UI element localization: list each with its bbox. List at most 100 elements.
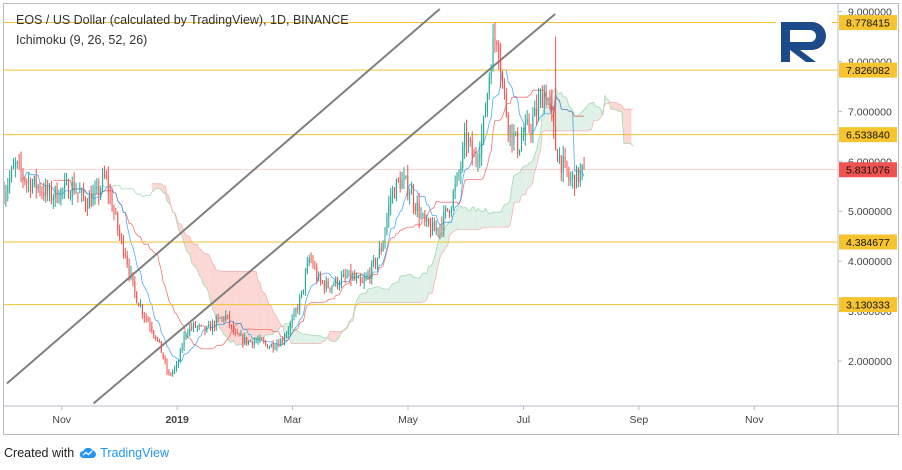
cloud-segment — [318, 335, 321, 344]
candle — [126, 250, 128, 268]
cloud-segment — [458, 205, 461, 230]
candle-body — [30, 180, 32, 192]
cloud-segment — [330, 331, 332, 341]
cloud-segment — [185, 234, 188, 254]
cloud-segment — [273, 312, 276, 335]
candle — [534, 100, 536, 117]
candle — [441, 216, 443, 238]
candle — [339, 280, 341, 291]
candle — [215, 314, 217, 331]
candle-body — [121, 236, 123, 238]
candle — [41, 185, 43, 200]
candle — [73, 172, 75, 196]
candle — [515, 131, 517, 137]
candle-body — [475, 156, 477, 161]
candle — [551, 89, 553, 122]
candle-body — [579, 170, 581, 183]
ichimoku-span-a — [102, 86, 634, 346]
cloud-segment — [214, 265, 217, 320]
candle-body — [365, 276, 367, 280]
cloud-segment — [625, 109, 628, 144]
candle-body — [73, 181, 75, 193]
candle — [393, 186, 395, 199]
candle-body — [60, 189, 62, 201]
candle — [225, 310, 227, 322]
candle — [128, 258, 130, 282]
cloud-segment — [386, 288, 389, 303]
candle-body — [265, 341, 267, 345]
candle-body — [164, 358, 166, 362]
candle — [151, 321, 153, 334]
candle-body — [174, 367, 176, 372]
candle-body — [155, 335, 157, 340]
cloud-segment — [530, 160, 533, 186]
candle-body — [41, 191, 43, 193]
level-label-text: 8.778415 — [846, 18, 890, 30]
candle-body — [439, 225, 441, 232]
cloud-segment — [191, 242, 194, 266]
candle-body — [357, 277, 359, 279]
candle — [530, 123, 532, 143]
candle — [141, 304, 143, 319]
candle-body — [124, 253, 126, 257]
candle — [189, 323, 191, 337]
cloud-segment — [464, 207, 467, 230]
cloud-segment — [383, 288, 386, 303]
candle-body — [435, 227, 437, 232]
candle — [166, 358, 168, 375]
candle-body — [447, 208, 449, 211]
price-axis[interactable]: 2.0000003.0000004.0000005.0000006.000000… — [838, 6, 892, 368]
cloud-segment — [204, 253, 207, 288]
candle — [376, 257, 378, 271]
level-label-text: 3.130333 — [846, 300, 890, 312]
candle — [373, 254, 375, 268]
cloud-segment — [187, 236, 190, 255]
price-tick-label: 7.000000 — [848, 106, 892, 118]
cloud-segment — [502, 204, 505, 228]
cloud-segment — [263, 292, 266, 338]
candle-body — [411, 190, 413, 195]
candle-body — [166, 361, 168, 372]
candle-body — [534, 108, 536, 117]
cloud-segment — [462, 207, 465, 230]
cloud-segment — [301, 333, 304, 344]
candle-body — [450, 208, 452, 214]
cloud-segment — [331, 331, 334, 342]
candle-body — [90, 195, 92, 206]
cloud-segment — [294, 329, 296, 344]
candle — [183, 331, 185, 351]
candle — [261, 337, 263, 341]
price-tick-label: 5.000000 — [848, 206, 892, 218]
candle-body — [517, 131, 519, 154]
candle — [314, 260, 316, 271]
candle-body — [81, 189, 83, 193]
candle — [488, 72, 490, 100]
candle-body — [500, 58, 502, 74]
candle-body — [26, 181, 28, 183]
candle-body — [54, 186, 56, 199]
candlesticks — [4, 22, 585, 377]
candle-body — [105, 175, 107, 178]
candle — [557, 149, 559, 163]
candle — [411, 181, 413, 195]
candle — [473, 148, 475, 158]
candle-body — [473, 156, 475, 158]
tradingview-link[interactable]: TradingView — [100, 446, 169, 460]
candle — [401, 171, 403, 190]
cloud-segment — [252, 271, 255, 340]
time-axis[interactable]: Nov 2019 Mar May Jul Sep Nov — [52, 406, 764, 426]
candle — [344, 268, 346, 284]
last-price-label-bg — [839, 162, 897, 178]
candle-body — [570, 178, 572, 181]
chart-frame[interactable]: 2.0000003.0000004.0000005.0000006.000000… — [3, 3, 899, 435]
candle-body — [466, 132, 468, 145]
chart-canvas[interactable]: 2.0000003.0000004.0000005.0000006.000000… — [4, 4, 898, 434]
cloud-segment — [449, 220, 452, 235]
candle — [450, 205, 452, 217]
candle — [397, 177, 399, 183]
candle-body — [560, 155, 562, 173]
candle — [484, 102, 486, 118]
candle — [174, 365, 176, 374]
candle-body — [56, 186, 58, 202]
candle-body — [293, 312, 295, 319]
